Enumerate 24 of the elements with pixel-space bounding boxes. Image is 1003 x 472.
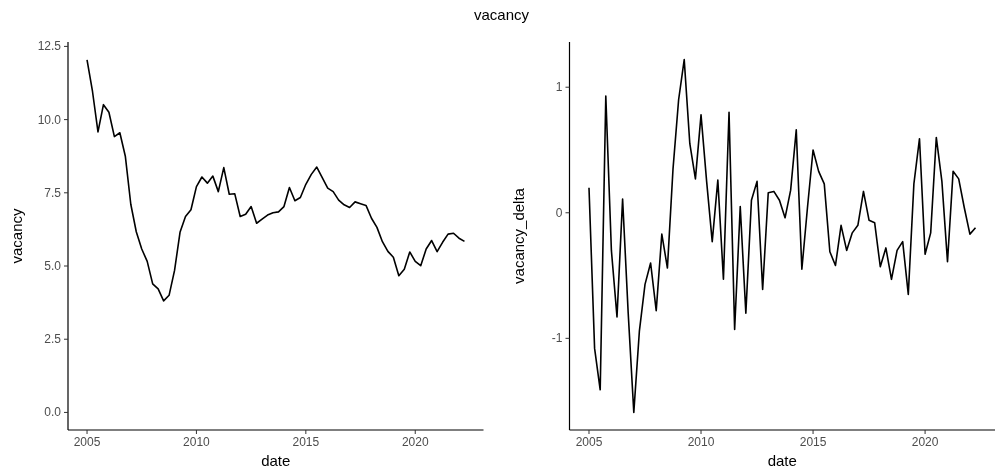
x-axis-title: date xyxy=(261,452,291,469)
y-tick-label: 7.5 xyxy=(44,185,62,200)
x-axis-title: date xyxy=(767,452,797,469)
line-series xyxy=(588,58,977,414)
x-tick-label: 2005 xyxy=(73,435,101,449)
x-tick-label: 2015 xyxy=(799,435,827,449)
y-tick-label: 0.0 xyxy=(44,405,62,420)
x-tick-label: 2010 xyxy=(183,435,211,449)
y-tick-label: 10.0 xyxy=(37,112,62,127)
x-tick-label: 2020 xyxy=(401,435,429,449)
y-tick-label: 0 xyxy=(555,205,563,220)
y-tick-label: 2.5 xyxy=(44,332,62,347)
chart-title: vacancy xyxy=(473,6,530,23)
y-tick-label: 12.5 xyxy=(37,39,62,54)
x-tick-label: 2005 xyxy=(575,435,603,449)
y-axis-title: vacancy_delta xyxy=(509,187,527,284)
line-series xyxy=(86,59,466,302)
x-tick-label: 2015 xyxy=(292,435,320,449)
y-tick-label: -1 xyxy=(551,331,563,346)
y-tick-label: 5.0 xyxy=(44,259,62,274)
y-axis-title: vacancy xyxy=(8,207,25,264)
x-tick-label: 2010 xyxy=(687,435,715,449)
x-tick-label: 2020 xyxy=(911,435,939,449)
y-tick-label: 1 xyxy=(555,80,563,95)
